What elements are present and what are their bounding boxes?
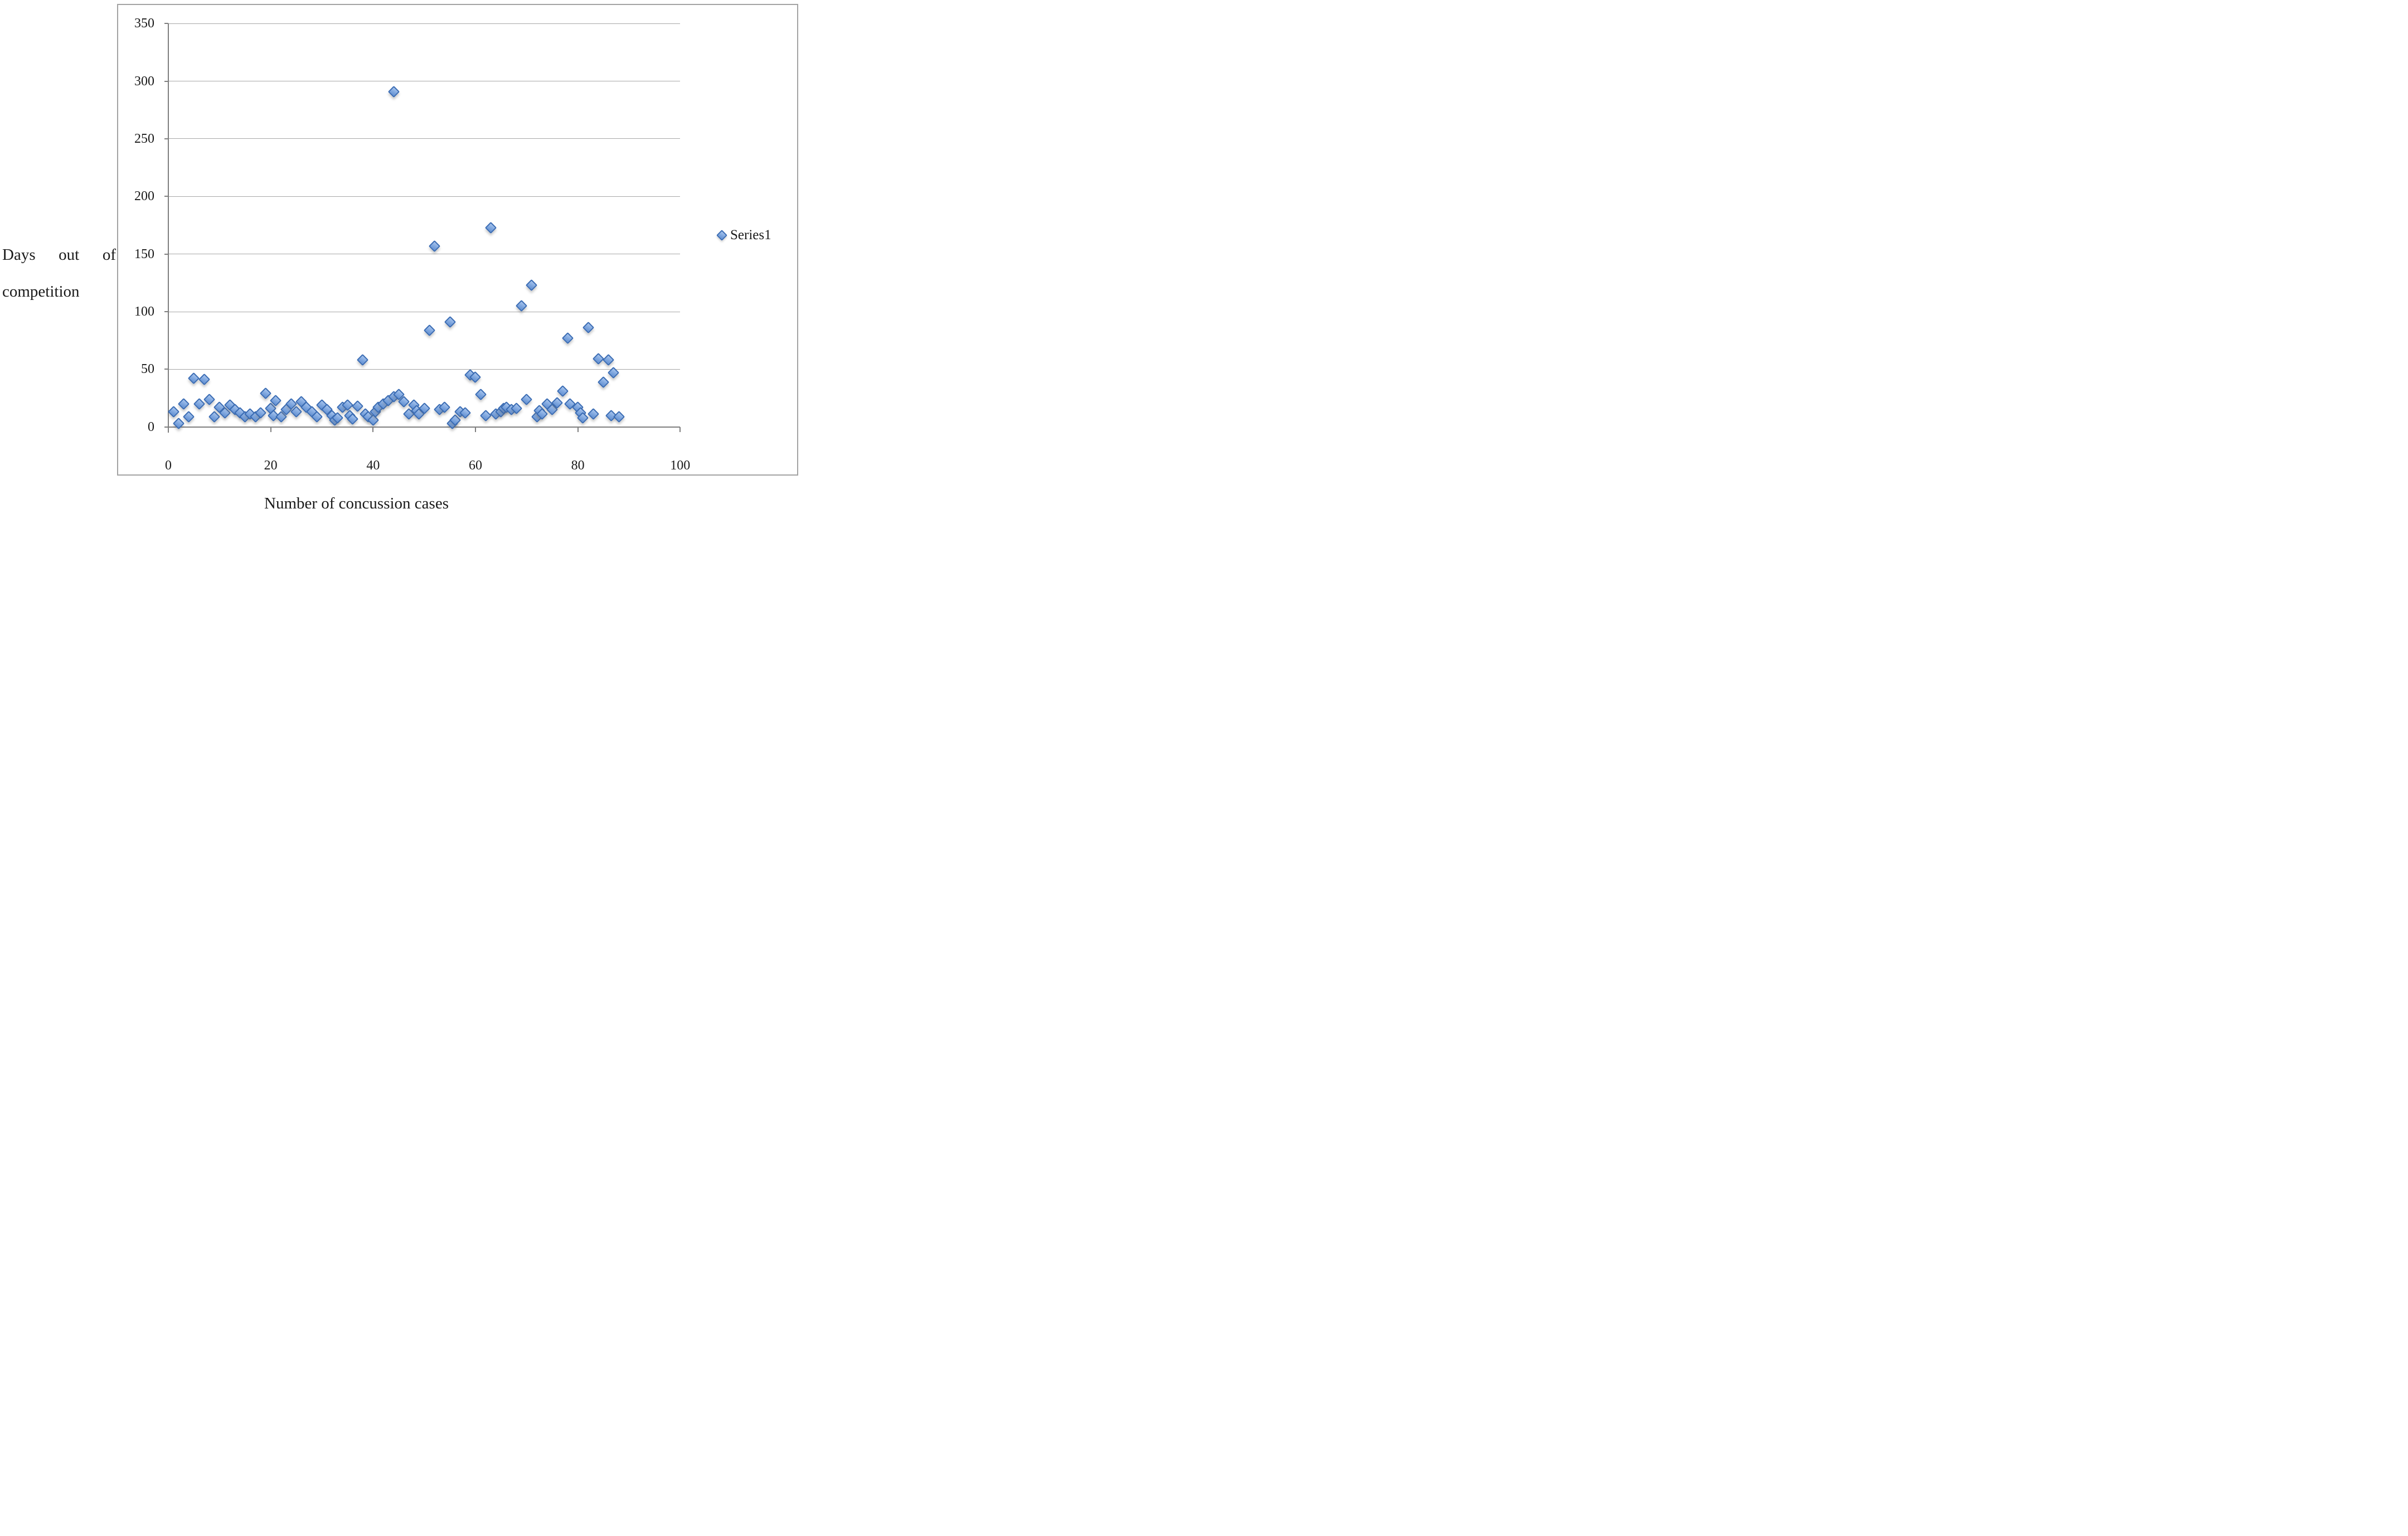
y-tick-label-50: 50 [141, 362, 154, 377]
y-tick-label-250: 250 [134, 131, 154, 146]
x-tick-label-80: 80 [571, 458, 585, 473]
x-tick-mark-60 [474, 427, 476, 432]
x-tick-mark-0 [168, 427, 169, 432]
x-tick-label-0: 0 [165, 458, 172, 473]
y-tick-label-300: 300 [134, 74, 154, 89]
y-tick-mark-150 [164, 253, 168, 255]
data-point-marker [198, 374, 210, 386]
data-point-marker [613, 410, 625, 423]
y-tick-mark-50 [164, 369, 168, 370]
legend-series-label: Series1 [730, 227, 771, 243]
data-point-marker [561, 332, 574, 345]
data-point-marker [582, 322, 594, 334]
x-tick-label-40: 40 [366, 458, 380, 473]
data-point-marker [556, 385, 569, 398]
y-tick-mark-350 [164, 23, 168, 25]
data-point-marker [597, 376, 610, 388]
x-axis-title: Number of concussion cases [264, 495, 449, 512]
data-point-marker [474, 389, 487, 401]
data-point-marker [387, 85, 400, 98]
y-tick-mark-300 [164, 80, 168, 82]
y-axis-title-line2: competition [2, 283, 80, 301]
y-tick-mark-250 [164, 138, 168, 139]
data-point-marker [357, 354, 369, 366]
y-tick-label-0: 0 [148, 419, 154, 434]
gridline-y-200 [168, 196, 681, 197]
y-tick-label-100: 100 [134, 304, 154, 319]
y-tick-label-200: 200 [134, 189, 154, 204]
x-tick-mark-20 [270, 427, 271, 432]
chart-outer-border [117, 4, 798, 476]
legend: Series1 [716, 227, 771, 243]
gridline-y-250 [168, 138, 681, 139]
x-tick-mark-100 [679, 427, 681, 432]
data-point-marker [259, 387, 272, 400]
gridline-y-350 [168, 23, 681, 24]
data-point-marker [172, 417, 185, 430]
data-point-marker [526, 279, 538, 292]
data-point-marker [352, 400, 364, 413]
x-tick-label-20: 20 [264, 458, 278, 473]
data-point-marker [603, 354, 615, 366]
data-point-marker [167, 406, 179, 418]
y-axis-title-line1: Days out of [2, 246, 116, 264]
data-point-marker [587, 408, 599, 420]
data-point-marker [479, 409, 492, 421]
data-point-marker [521, 393, 533, 405]
x-tick-mark-80 [577, 427, 579, 432]
data-point-marker [203, 393, 216, 405]
data-point-marker [428, 240, 441, 252]
data-point-marker [444, 316, 456, 328]
x-axis-line [168, 426, 681, 428]
x-tick-mark-40 [372, 427, 374, 432]
x-tick-label-60: 60 [468, 458, 482, 473]
y-tick-label-150: 150 [134, 246, 154, 261]
y-axis-title: Days out of competition [2, 236, 116, 310]
chart: Days out of competition Number of concus… [0, 0, 803, 512]
y-tick-mark-100 [164, 311, 168, 312]
gridline-y-50 [168, 369, 681, 370]
y-tick-mark-200 [164, 196, 168, 197]
data-point-marker [516, 300, 528, 312]
data-point-marker [183, 410, 195, 423]
y-tick-mark-0 [164, 426, 168, 428]
x-tick-label-100: 100 [670, 458, 691, 473]
data-point-marker [188, 372, 200, 385]
y-axis-line [168, 23, 169, 433]
data-point-marker [423, 324, 435, 336]
plot-area: 0 50 100 150 200 250 300 350 0 20 40 60 80 100 [0, 0, 803, 512]
data-point-marker [484, 221, 497, 234]
y-tick-label-350: 350 [134, 16, 154, 31]
data-point-marker [177, 398, 190, 410]
